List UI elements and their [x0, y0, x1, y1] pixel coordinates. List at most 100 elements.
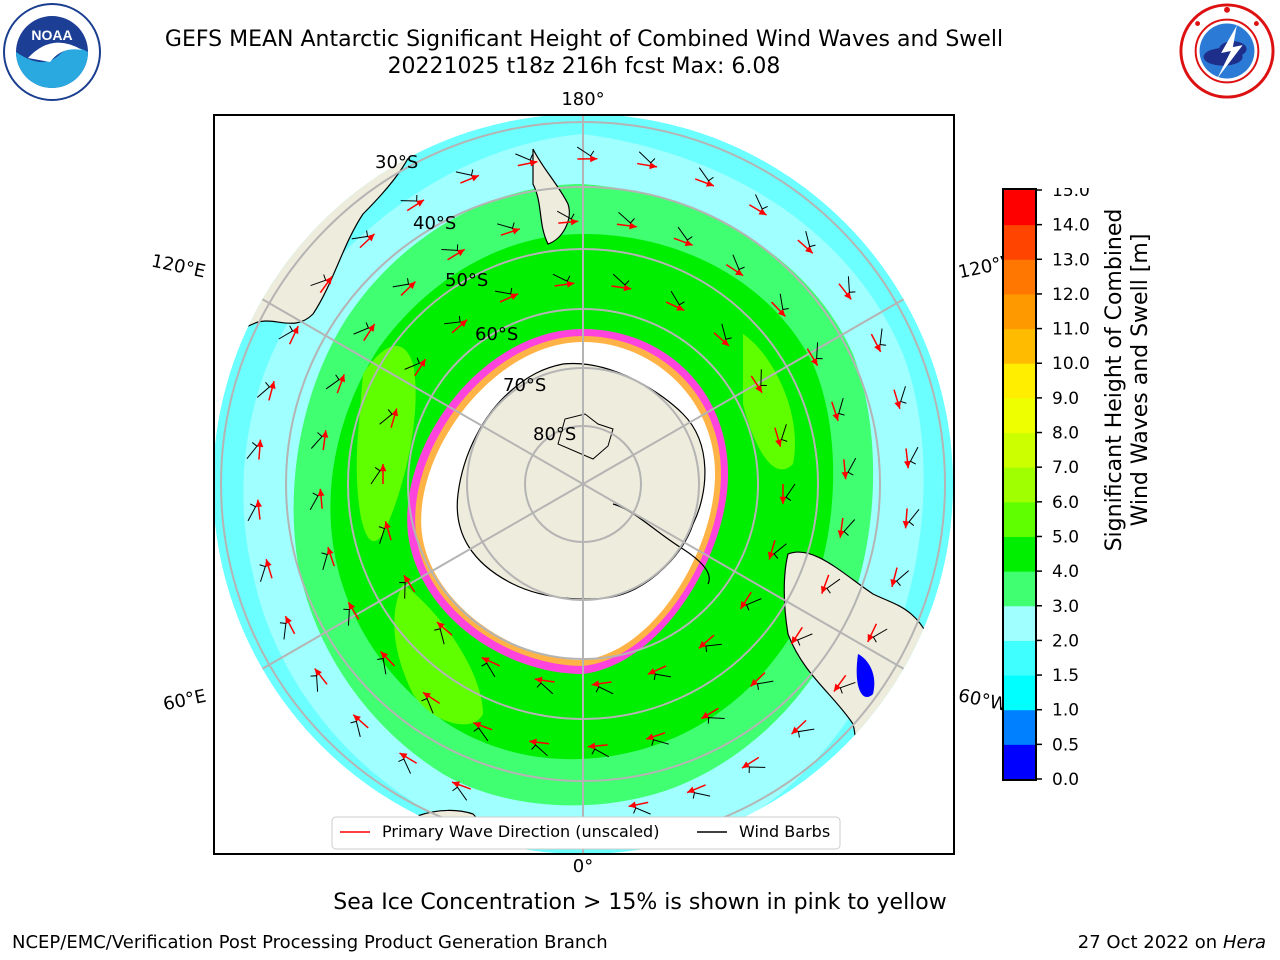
wave-direction-arrow — [399, 752, 418, 764]
map-title-line1: GEFS MEAN Antarctic Significant Height o… — [164, 27, 1004, 52]
sea-ice-note: Sea Ice Concentration > 15% is shown in … — [333, 890, 947, 915]
wind-barb — [670, 290, 685, 306]
colorbar-tick-label: 15.0 — [1052, 188, 1090, 201]
wind-barb — [908, 509, 920, 526]
meridian-60e-120w — [261, 298, 905, 670]
wind-barb — [404, 357, 421, 370]
wave-direction-arrow — [347, 601, 360, 620]
lon-label-0: 0° — [572, 856, 594, 877]
wind-barb — [745, 598, 762, 611]
wave-direction-arrow — [352, 714, 369, 729]
wave-direction-arrow — [390, 408, 399, 428]
wave-direction-arrow — [451, 319, 468, 334]
wave-direction-arrow — [645, 732, 666, 741]
generation-stamp: 27 Oct 2022 on Hera — [1078, 932, 1266, 953]
wind-barb — [638, 151, 656, 164]
colorbar-tick-label: 11.0 — [1052, 320, 1090, 340]
wind-barb — [247, 503, 257, 522]
wind-barb — [400, 195, 418, 202]
wave-direction-arrow — [529, 738, 550, 746]
wave-direction-arrows — [255, 155, 911, 809]
colorbar-block — [1004, 397, 1035, 434]
colorbar-block — [1004, 571, 1035, 607]
wind-barb — [618, 211, 635, 224]
wind-barb — [595, 686, 614, 695]
lon-label-180: 180° — [561, 89, 605, 110]
wave-direction-arrow — [837, 517, 845, 538]
wind-barb — [612, 273, 630, 286]
wind-barb — [732, 254, 745, 271]
wind-barb — [748, 766, 766, 773]
wave-direction-arrow — [406, 199, 425, 212]
wind-barb — [353, 322, 370, 335]
wave-direction-arrow — [288, 325, 299, 345]
colorbar-block — [1004, 536, 1035, 572]
wind-barb — [310, 432, 323, 449]
wave-direction-arrow — [902, 508, 910, 529]
colorbar-tick-label: 0.0 — [1052, 770, 1079, 788]
wave-direction-arrow — [384, 520, 392, 541]
wave-direction-arrow — [903, 448, 911, 469]
ross-ice-region — [557, 413, 614, 460]
colorbar-tick-label: 0.5 — [1052, 735, 1079, 755]
wave-direction-arrow — [694, 178, 715, 187]
colorbar-block — [1004, 259, 1035, 295]
wave-direction-arrow — [750, 375, 763, 394]
wave-direction-arrow — [806, 348, 819, 367]
wave-direction-arrow — [319, 276, 333, 294]
wave-direction-arrow — [790, 626, 803, 645]
wind-barb — [805, 230, 816, 248]
wave-direction-arrow — [770, 301, 786, 317]
wave-direction-arrow — [739, 591, 752, 610]
wave-direction-arrow — [517, 159, 538, 167]
wave-direction-arrow — [363, 323, 376, 342]
wave-direction-arrow — [577, 155, 598, 163]
wind-barb — [900, 386, 907, 404]
wave-direction-arrow — [422, 691, 441, 704]
wind-barb — [421, 697, 434, 714]
wind-barb — [785, 483, 796, 502]
colorbar-tick-label: 10.0 — [1052, 354, 1090, 374]
wave-direction-arrow — [637, 162, 658, 170]
ocean-5-6m-patch-southwest — [394, 584, 483, 725]
wind-barb — [705, 643, 722, 653]
wave-direction-arrow — [628, 801, 649, 809]
map-title-line2: 20221025 t18z 216h fcst Max: 6.08 — [387, 54, 781, 79]
wave-direction-arrow — [336, 374, 345, 394]
colorbar-block — [1004, 328, 1035, 364]
wave-direction-arrow — [611, 284, 632, 292]
wind-barb — [633, 807, 651, 815]
wind-barbs — [246, 146, 920, 815]
wind-barb — [756, 680, 774, 690]
wind-barb — [797, 728, 815, 738]
colorbar-block — [1004, 640, 1035, 676]
wind-barb — [259, 564, 266, 582]
wind-barb — [816, 342, 823, 360]
wave-direction-arrow — [867, 623, 878, 643]
colorbar-block — [1004, 224, 1035, 260]
wind-barb — [455, 169, 474, 176]
wind-barb — [872, 628, 888, 643]
wind-barb — [895, 570, 909, 586]
wave-direction-arrow — [403, 574, 416, 593]
wave-direction-arrow — [893, 389, 902, 410]
wind-barb — [847, 457, 857, 476]
wind-barb — [773, 543, 787, 559]
wind-barb — [552, 273, 571, 282]
wind-barb — [576, 146, 595, 157]
producer-credit: NCEP/EMC/Verification Post Processing Pr… — [12, 932, 608, 953]
colorbar-block — [1004, 432, 1035, 468]
colorbar-tick-label: 14.0 — [1052, 216, 1090, 236]
wind-barb — [378, 526, 386, 544]
colorbar: 0.0 0.5 1.0 1.5 2.0 3.0 4.0 5.0 6.0 7.0 8.0 9.0 10.0… — [1002, 188, 1090, 788]
wave-direction-arrow — [748, 204, 767, 216]
wave-direction-arrow — [591, 680, 612, 688]
generation-host: Hera — [1222, 932, 1266, 953]
wind-barb — [379, 409, 393, 425]
map-frame — [213, 114, 955, 855]
wave-direction-arrow — [831, 401, 840, 422]
colorbar-tick-label: 4.0 — [1052, 562, 1079, 582]
wave-direction-arrow — [558, 218, 579, 226]
wave-direction-arrow — [451, 781, 472, 790]
wind-barb — [653, 673, 672, 681]
